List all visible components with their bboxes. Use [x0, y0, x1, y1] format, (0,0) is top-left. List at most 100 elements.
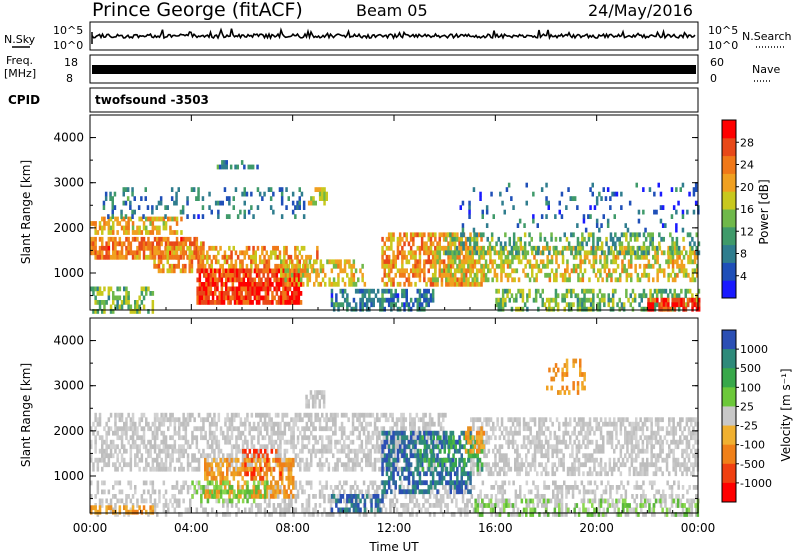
power-cell-10 [598, 306, 602, 312]
power-cell-1 [182, 250, 185, 256]
power-cell-8 [594, 254, 598, 260]
power-cell-2 [190, 259, 194, 265]
velocity-cell-0 [356, 435, 359, 441]
velocity-cell-1 [681, 462, 684, 468]
power-cell-1 [164, 254, 168, 260]
velocity-cell-1 [562, 466, 565, 472]
power-cell-0 [140, 230, 144, 235]
power-cell-8 [671, 263, 675, 269]
velocity-cell-1 [498, 448, 502, 454]
power-cell-0 [162, 225, 166, 231]
velocity-cell-0 [129, 466, 133, 472]
power-cell-7 [429, 250, 433, 256]
freq-panel-frame [89, 54, 699, 84]
velocity-cell-0 [321, 466, 324, 472]
velocity-cell-1 [555, 417, 559, 423]
power-cell-1 [149, 250, 152, 256]
power-cell-7 [396, 254, 400, 260]
velocity-cell-1 [676, 462, 680, 468]
velocity-cell-0 [233, 426, 236, 432]
velocity-cell-0 [424, 426, 427, 432]
power-cell-7 [401, 254, 404, 260]
power-cell-2 [199, 263, 202, 269]
velocity-cell-2 [101, 489, 104, 495]
velocity-cell-1 [569, 471, 572, 477]
velocity-cell-0 [180, 462, 183, 468]
power-cell-2 [157, 259, 161, 265]
power-cell-10 [598, 302, 602, 308]
velocity-cell-0 [112, 444, 115, 450]
velocity-cell-1 [668, 444, 671, 450]
power-cell-10 [677, 306, 681, 312]
power-cell-9 [473, 232, 476, 238]
velocity-cell-1 [582, 439, 585, 445]
power-cell-5 [315, 277, 318, 283]
power-cell-0 [151, 230, 155, 235]
power-cell-7 [390, 259, 393, 265]
power-cell-10 [673, 288, 676, 294]
power-cell-2 [272, 245, 275, 251]
velocity-cell-0 [356, 448, 359, 454]
power-cell-13 [144, 187, 147, 192]
velocity-cell-0 [329, 439, 333, 445]
power-cell-6 [423, 288, 426, 294]
velocity-cell-1 [624, 462, 627, 468]
velocity-cell-0 [380, 453, 383, 459]
velocity-cell-0 [303, 462, 306, 468]
power-cell-8 [506, 250, 510, 256]
power-cell-10 [556, 293, 560, 299]
power-cell-9 [627, 241, 630, 247]
power-cell-12 [642, 209, 645, 215]
power-cell-8 [555, 259, 558, 265]
power-cell-13 [146, 205, 150, 210]
power-cell-7 [482, 263, 485, 269]
power-cell-2 [294, 245, 297, 251]
power-cell-13 [243, 200, 246, 206]
power-cell-7 [427, 259, 430, 265]
velocity-cell-0 [145, 444, 148, 450]
velocity-cell-1 [516, 444, 519, 450]
velocity-cell-0 [173, 439, 177, 445]
velocity-cell-1 [591, 457, 594, 463]
power-cell-8 [480, 254, 483, 260]
velocity-cell-0 [367, 453, 370, 459]
velocity-cell-2 [98, 498, 102, 504]
power-cell-8 [513, 268, 516, 274]
power-cell-9 [625, 250, 628, 256]
power-cell-6 [365, 302, 369, 308]
velocity-cell-0 [351, 457, 355, 463]
power-cell-10 [567, 288, 571, 294]
power-cell-8 [616, 254, 620, 260]
power-cell-8 [691, 272, 695, 278]
power-cell-13 [131, 191, 134, 197]
power-cell-3 [271, 295, 274, 301]
velocity-cell-0 [94, 457, 97, 463]
power-cell-13 [175, 191, 178, 197]
velocity-cell-0 [393, 462, 397, 468]
power-colorbar-swatch-1 [722, 262, 736, 281]
velocity-cell-0 [98, 457, 102, 463]
power-cell-2 [258, 254, 262, 260]
velocity-cell-0 [184, 417, 188, 423]
velocity-cell-0 [323, 444, 326, 450]
power-cell-1 [103, 245, 106, 251]
power-cell-3 [251, 282, 254, 287]
power-cell-3 [293, 277, 296, 283]
velocity-cell-0 [158, 462, 161, 468]
power-cell-3 [216, 282, 219, 287]
power-cell-13 [250, 205, 253, 210]
power-cell-5 [321, 263, 325, 269]
power-cell-3 [282, 286, 285, 292]
velocity-cell-1 [586, 435, 590, 441]
velocity-cell-1 [650, 430, 653, 436]
power-cell-7 [423, 277, 426, 283]
velocity-cell-0 [96, 421, 100, 427]
velocity-cell-0 [329, 417, 333, 423]
power-cell-10 [581, 302, 584, 308]
power-cell-13 [186, 214, 189, 219]
velocity-cell-0 [332, 421, 335, 427]
power-cell-3 [269, 300, 272, 305]
power-cell-8 [447, 263, 450, 269]
power-cell-3 [200, 268, 204, 274]
power-cell-3 [196, 291, 199, 296]
